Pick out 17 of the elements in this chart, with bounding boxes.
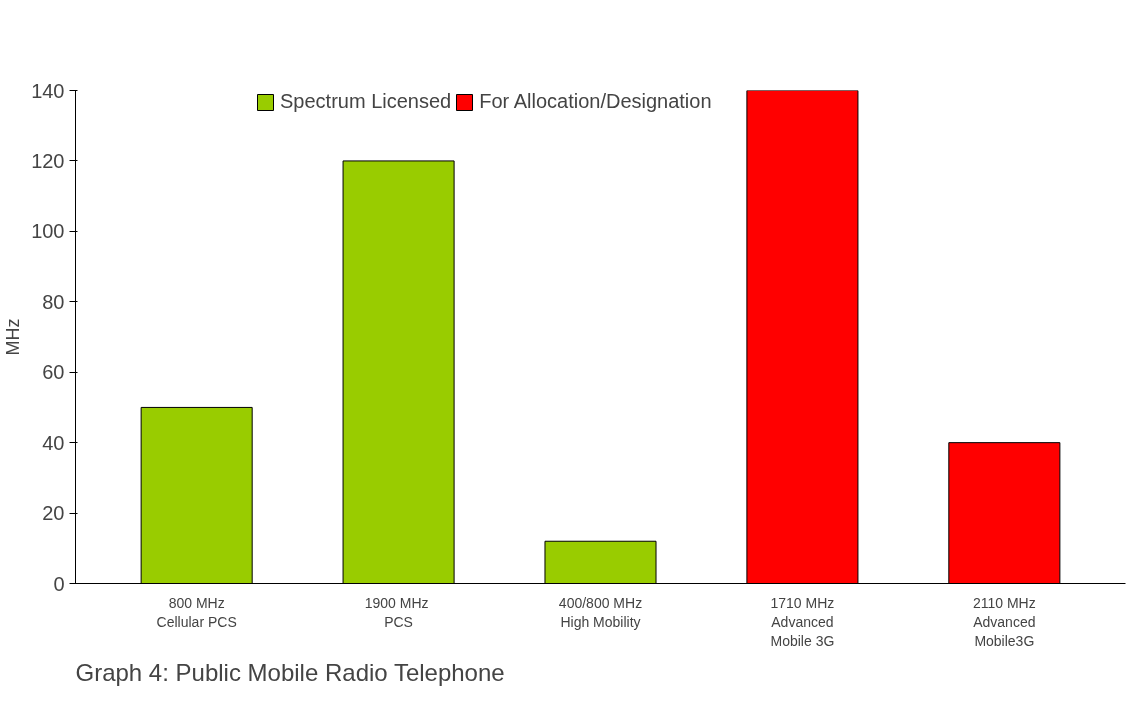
y-tick-label: 40 [42,431,65,454]
y-tick-label: 100 [31,220,65,243]
y-tick-label: 120 [31,149,65,172]
x-tick-label: 1710 MHz Advanced Mobile 3G [770,594,835,649]
x-tick-label: 400/800 MHz High Mobility [558,594,643,630]
y-tick-label: 140 [31,79,65,102]
x-tick-label: 800 MHz Cellular PCS [156,594,237,630]
legend-label: For Allocation/Designation [479,90,712,113]
y-tick-label: 0 [53,572,65,595]
x-tick-label: 2110 MHz Advanced Mobile3G [972,594,1036,649]
text: Graph 4: Public Mobile Radio Telephone [75,658,505,686]
y-tick-label: 80 [42,290,65,313]
x-tick-label: 1900 MHz PCS [364,594,429,630]
y-axis-title: MHz [3,318,24,356]
y-tick-label: 60 [42,361,65,384]
legend-label: Spectrum Licensed [280,90,452,113]
y-tick-label: 20 [42,502,65,525]
